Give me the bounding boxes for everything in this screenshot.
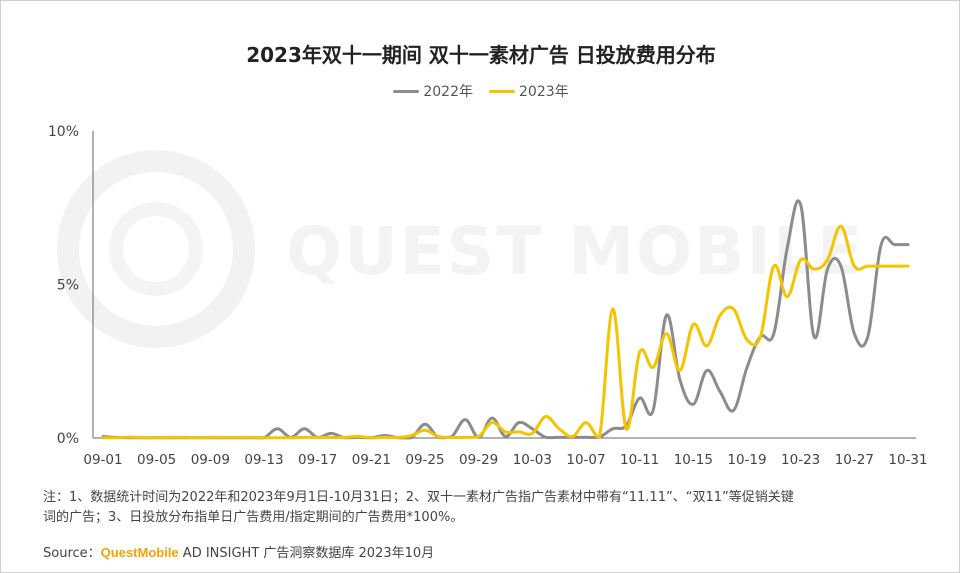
watermark-logo-icon xyxy=(57,150,255,348)
x-tick-label: 09-09 xyxy=(191,452,230,468)
x-tick-label: 09-01 xyxy=(83,452,122,468)
y-tick-label: 5% xyxy=(57,278,79,294)
x-tick-label: 10-23 xyxy=(781,452,820,468)
x-tick-label: 10-19 xyxy=(727,452,766,468)
chart-title: 2023年双十一期间 双十一素材广告 日投放费用分布 xyxy=(246,43,716,67)
x-tick-label: 10-11 xyxy=(620,452,659,468)
footnote-line-2: 词的广告；3、日投放分布指单日广告费用/指定期间的广告费用*100%。 xyxy=(43,510,464,525)
legend: 2022年 2023年 xyxy=(1,81,959,101)
legend-label-2023: 2023年 xyxy=(519,84,569,100)
series-line-2023 xyxy=(101,224,910,440)
source-rest: AD INSIGHT 广告洞察数据库 2023年10月 xyxy=(178,546,435,561)
footnote: 注：1、数据统计时间为2022年和2023年9月1日-10月31日；2、双十一素… xyxy=(43,488,923,528)
x-tick-label: 10-27 xyxy=(835,452,874,468)
legend-item-2022: 2022年 xyxy=(393,81,473,101)
legend-swatch-2022 xyxy=(393,89,420,93)
x-tick-label: 10-07 xyxy=(566,452,605,468)
x-tick-label: 09-05 xyxy=(137,452,176,468)
source-line: Source：QuestMobile AD INSIGHT 广告洞察数据库 20… xyxy=(43,542,434,561)
x-tick-label: 10-15 xyxy=(674,452,713,468)
watermark-logo-inner-icon xyxy=(109,202,203,296)
legend-swatch-2023 xyxy=(489,89,515,93)
source-label: Source： xyxy=(43,546,101,561)
x-tick-label: 09-25 xyxy=(405,452,444,468)
footnote-line-1: 注：1、数据统计时间为2022年和2023年9月1日-10月31日；2、双十一素… xyxy=(43,490,794,505)
source-brand: QuestMobile xyxy=(100,545,179,560)
y-tick-label: 10% xyxy=(48,124,79,140)
x-tick-label: 09-13 xyxy=(244,452,283,468)
x-tick-label: 09-29 xyxy=(459,452,498,468)
legend-label-2022: 2022年 xyxy=(423,84,473,100)
x-tick-label: 09-21 xyxy=(352,452,391,468)
watermark: QUEST MOBILE xyxy=(286,213,865,290)
y-tick-label: 0% xyxy=(57,431,79,447)
x-tick-label: 10-03 xyxy=(513,452,552,468)
legend-item-2023: 2023年 xyxy=(489,81,569,101)
x-tick-label: 10-31 xyxy=(888,452,927,468)
x-tick-label: 09-17 xyxy=(298,452,337,468)
